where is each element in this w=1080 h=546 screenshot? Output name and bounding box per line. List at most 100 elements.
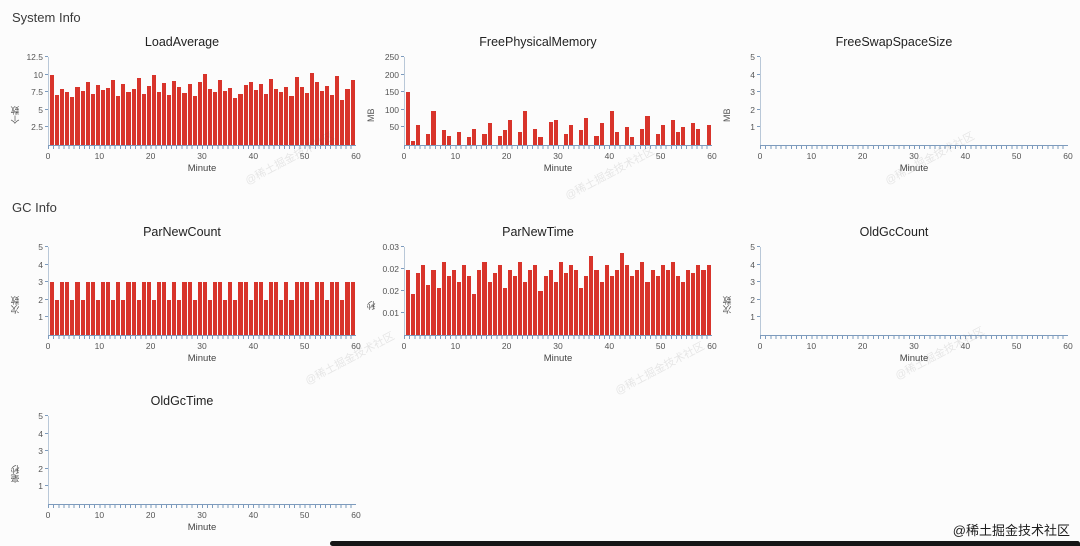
bar <box>207 299 212 335</box>
y-tick-label: 1 <box>750 122 755 133</box>
x-tick-label: 10 <box>94 341 105 351</box>
bar <box>655 276 660 335</box>
bar <box>426 133 431 145</box>
x-tick-label: 0 <box>45 341 51 351</box>
plot-column: 0 10 20 30 40 50 60 Minute <box>45 246 361 364</box>
chart-load-average: LoadAverage 个数 2.5 5 7.5 10 12.5 0 10 20 30 40 50 60 M… <box>8 35 361 174</box>
x-axis <box>404 335 712 339</box>
x-tick-label: 40 <box>960 341 971 351</box>
bar <box>523 110 528 145</box>
x-tick-label: 10 <box>806 341 817 351</box>
bar <box>248 299 253 335</box>
bar <box>670 261 675 335</box>
bar <box>492 273 497 335</box>
x-tick-label: 20 <box>857 341 868 351</box>
bar <box>146 282 151 335</box>
x-tick-label: 40 <box>248 341 259 351</box>
y-tick-label: 1 <box>38 312 43 323</box>
bar <box>55 95 60 145</box>
y-tick-label: 3 <box>38 277 43 288</box>
y-axis-tick-labels: 1 2 3 4 5 <box>734 52 760 145</box>
bar <box>263 94 269 145</box>
bar-series <box>405 247 712 335</box>
bar <box>162 83 167 145</box>
x-tick-label: 30 <box>197 151 207 161</box>
bar <box>85 282 90 335</box>
x-axis-title: Minute <box>899 163 929 174</box>
bar <box>563 273 568 335</box>
bar <box>696 264 701 335</box>
bar <box>177 299 182 335</box>
bar <box>569 264 574 335</box>
bar <box>497 135 502 145</box>
bar-series <box>49 247 356 335</box>
y-tick-mark <box>45 246 48 247</box>
x-tick-label: 20 <box>501 341 512 351</box>
y-tick-mark <box>45 108 48 110</box>
bar <box>645 116 650 145</box>
bar <box>411 140 416 145</box>
bar <box>50 282 55 335</box>
bar <box>456 282 462 335</box>
x-axis <box>760 145 1068 149</box>
bar <box>218 282 223 335</box>
bar <box>350 80 355 145</box>
bar <box>406 91 411 145</box>
x-tick-label: 60 <box>707 151 717 161</box>
y-axis-label: 次数 <box>10 296 21 315</box>
y-tick-mark <box>757 246 760 247</box>
bar-series <box>49 416 356 504</box>
bar <box>238 282 243 335</box>
plot-area <box>757 56 1068 145</box>
bar <box>330 282 335 335</box>
chart-parnew-time: ParNewTime 秒 0.01 0.02 0.02 0.03 0 10 20 30 40 50 60… <box>364 225 717 364</box>
chart-body: 秒 0.01 0.02 0.02 0.03 0 10 20 30 40 50 60 Minute <box>364 242 717 364</box>
bar <box>599 282 604 335</box>
bar <box>507 119 512 145</box>
bar <box>90 282 95 335</box>
chart-title: OldGcTime <box>150 394 214 408</box>
y-tick-mark <box>757 281 760 283</box>
bar <box>294 77 299 145</box>
y-tick-mark <box>45 281 48 283</box>
x-tick-label: 50 <box>655 151 666 161</box>
x-axis-title: Minute <box>543 163 573 174</box>
bar <box>350 282 355 335</box>
bar <box>106 87 111 145</box>
bar <box>640 261 645 335</box>
bar <box>116 95 121 145</box>
bar <box>121 299 126 335</box>
bar <box>243 85 248 145</box>
bar <box>584 118 589 145</box>
y-tick-label: 5 <box>750 242 755 252</box>
chart-oldgc-count: OldGcCount 次数 1 2 3 4 5 0 10 20 30 40 50 60 Minute <box>720 225 1073 364</box>
x-tick-label: 50 <box>299 151 310 161</box>
bar <box>675 132 681 145</box>
bar <box>228 87 233 145</box>
bar <box>289 95 294 145</box>
bar <box>441 130 446 145</box>
y-tick-mark <box>401 126 404 128</box>
chart-body: 个数 2.5 5 7.5 10 12.5 0 10 20 30 40 50 60 Minute <box>8 52 361 174</box>
bar <box>696 128 701 145</box>
chart-body: MB 1 2 3 4 5 0 10 20 30 40 50 60 Minute <box>720 52 1073 174</box>
y-tick-mark <box>45 450 48 452</box>
bar <box>233 299 238 335</box>
x-tick-label: 10 <box>806 151 817 161</box>
y-tick-label: 2.5 <box>31 122 43 133</box>
bar <box>233 97 238 145</box>
bar <box>431 111 436 145</box>
bar <box>131 282 136 335</box>
plot-column: 0 10 20 30 40 50 60 Minute <box>757 56 1073 174</box>
bar <box>228 282 233 335</box>
bar <box>335 282 340 335</box>
bar <box>482 261 487 335</box>
bar <box>50 75 55 145</box>
x-tick-label: 50 <box>1011 341 1022 351</box>
bar <box>167 95 172 145</box>
x-tick-label: 10 <box>94 151 105 161</box>
bar <box>60 282 65 335</box>
x-tick-label: 10 <box>450 151 461 161</box>
bar <box>111 79 116 145</box>
x-tick-label: 60 <box>351 341 361 351</box>
